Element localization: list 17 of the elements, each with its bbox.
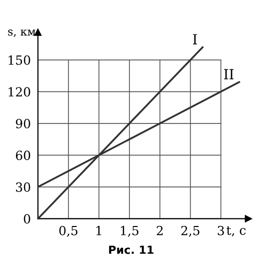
x-tick-label: 0,5 xyxy=(59,226,78,237)
series-label: I xyxy=(192,34,197,44)
x-axis-title: t, с xyxy=(226,226,246,236)
y-tick-label: 90 xyxy=(16,118,30,128)
x-tick-label: 1 xyxy=(96,226,102,236)
x-tick-label: 1,5 xyxy=(120,226,138,237)
series-label: II xyxy=(224,69,234,80)
x-tick-label: 2 xyxy=(156,226,163,236)
y-tick-label: 120 xyxy=(8,87,30,97)
y-tick-label: 30 xyxy=(16,182,30,192)
x-tick-label: 2,5 xyxy=(181,226,200,237)
y-tick-label: 0 xyxy=(24,214,30,224)
y-tick-label: 60 xyxy=(16,150,30,160)
y-axis-title: s, км xyxy=(8,30,36,37)
text: Рис. 11 xyxy=(109,246,154,254)
y-tick-label: 150 xyxy=(8,55,30,65)
x-tick-label: 3 xyxy=(218,226,224,236)
